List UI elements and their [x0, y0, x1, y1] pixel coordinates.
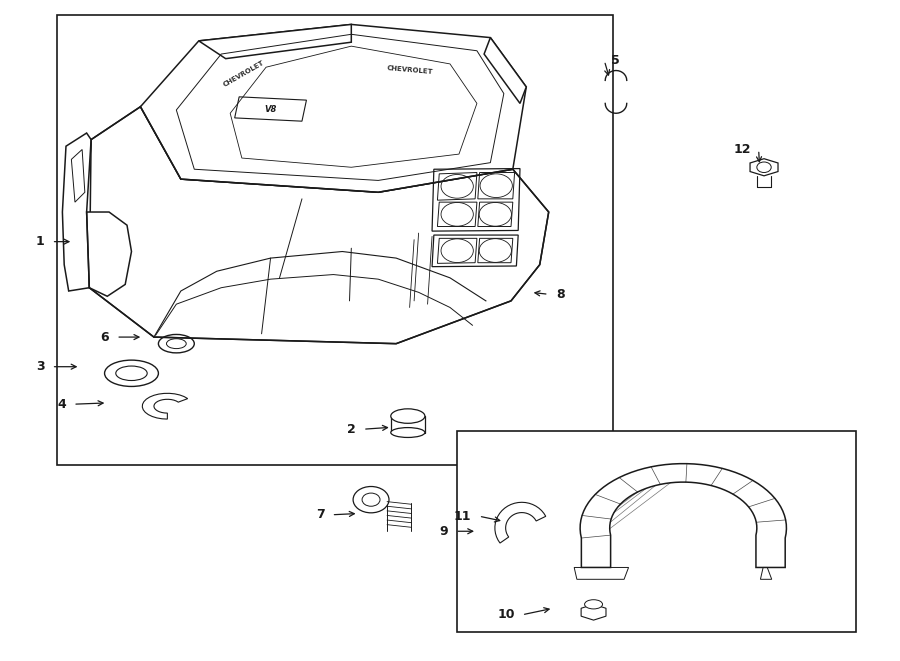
Ellipse shape [585, 600, 602, 609]
Polygon shape [140, 24, 526, 192]
Text: 3: 3 [36, 360, 44, 373]
Ellipse shape [391, 408, 425, 423]
Circle shape [353, 486, 389, 513]
Text: CHEVROLET: CHEVROLET [222, 59, 266, 88]
Text: 1: 1 [36, 235, 44, 248]
Text: 11: 11 [454, 510, 472, 523]
Bar [457, 431, 857, 632]
Text: 9: 9 [439, 525, 448, 538]
Text: 5: 5 [611, 54, 620, 67]
Text: 2: 2 [347, 423, 356, 436]
Text: 6: 6 [101, 330, 109, 344]
Text: 7: 7 [316, 508, 324, 522]
Polygon shape [86, 106, 549, 344]
Polygon shape [86, 212, 131, 296]
Text: 4: 4 [58, 398, 66, 410]
Polygon shape [199, 24, 351, 59]
Polygon shape [484, 38, 526, 103]
Text: CHEVROLET: CHEVROLET [386, 65, 433, 75]
Bar [57, 15, 613, 465]
Polygon shape [62, 133, 91, 291]
Text: 12: 12 [734, 143, 752, 156]
Polygon shape [580, 463, 787, 567]
Text: 10: 10 [497, 608, 515, 621]
Ellipse shape [391, 428, 425, 438]
Text: V8: V8 [265, 105, 276, 114]
Text: 8: 8 [556, 288, 564, 301]
